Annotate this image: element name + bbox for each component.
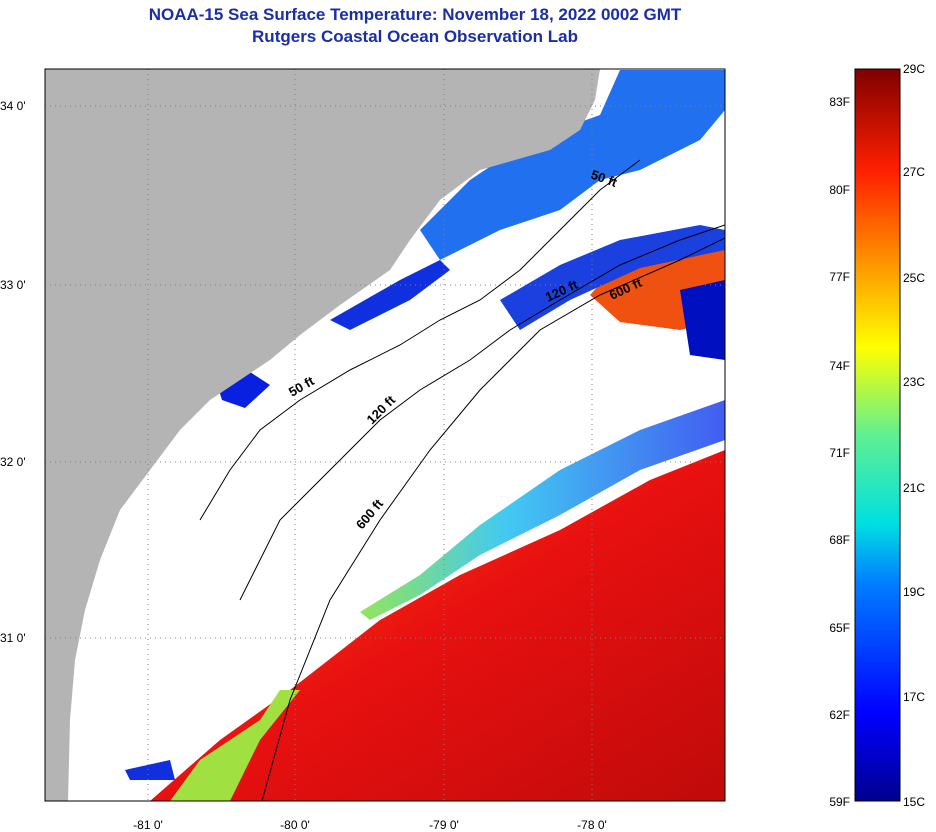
- lat-lon-grid: [45, 69, 725, 801]
- lat-label-34: 34 0': [0, 99, 26, 113]
- front-band-south: [360, 400, 725, 620]
- colorbar-c-19: 19C: [903, 585, 926, 599]
- lon-label-80: -80 0': [280, 818, 310, 832]
- cool-patch-southwest: [125, 760, 175, 780]
- land-coast: [45, 69, 600, 801]
- map-title: NOAA-15 Sea Surface Temperature: Novembe…: [148, 5, 682, 24]
- midshelf-band: [500, 225, 725, 330]
- colorbar-f-74: 74F: [829, 359, 850, 373]
- colorbar-f-65: 65F: [829, 621, 850, 635]
- lon-label-79: -79 0': [429, 818, 459, 832]
- lat-label-32: 32 0': [0, 455, 26, 469]
- colorbar-c-25: 25C: [903, 271, 926, 285]
- colorbar-f-62: 62F: [829, 708, 850, 722]
- coastal-cool-water-south: [170, 690, 300, 801]
- colorbar-c-29: 29C: [903, 62, 926, 76]
- colorbar-f-83: 83F: [829, 95, 850, 109]
- shelf-cool-water-north: [420, 70, 725, 260]
- lat-label-33: 33 0': [0, 278, 26, 292]
- isobath-600ft: [261, 237, 725, 801]
- map-frame: [44, 68, 726, 802]
- isobath-120ft: [239, 224, 725, 601]
- shelf-cold-edge: [330, 260, 450, 330]
- lon-label-81: -81 0': [133, 818, 163, 832]
- colorbar-f-59: 59F: [829, 795, 850, 809]
- map-panel: [45, 69, 725, 801]
- isobath-50ft: [199, 159, 641, 521]
- colorbar-f-71: 71F: [829, 446, 850, 460]
- gulf-stream-warm-water: [150, 450, 725, 801]
- colorbar-f-77: 77F: [829, 270, 850, 284]
- colorbar: [854, 68, 901, 802]
- colorbar-c-23: 23C: [903, 375, 926, 389]
- colorbar-f-80: 80F: [829, 183, 850, 197]
- colorbar-f-68: 68F: [829, 533, 850, 547]
- midshelf-cold-patches: [680, 280, 725, 360]
- colorbar-c-21: 21C: [903, 481, 926, 495]
- map-subtitle: Rutgers Coastal Ocean Observation Lab: [252, 27, 578, 46]
- colorbar-c-17: 17C: [903, 690, 926, 704]
- colorbar-c-27: 27C: [903, 165, 926, 179]
- lon-label-78: -78 0': [577, 818, 607, 832]
- colorbar-c-15: 15C: [903, 795, 926, 809]
- lat-label-31: 31 0': [0, 631, 26, 645]
